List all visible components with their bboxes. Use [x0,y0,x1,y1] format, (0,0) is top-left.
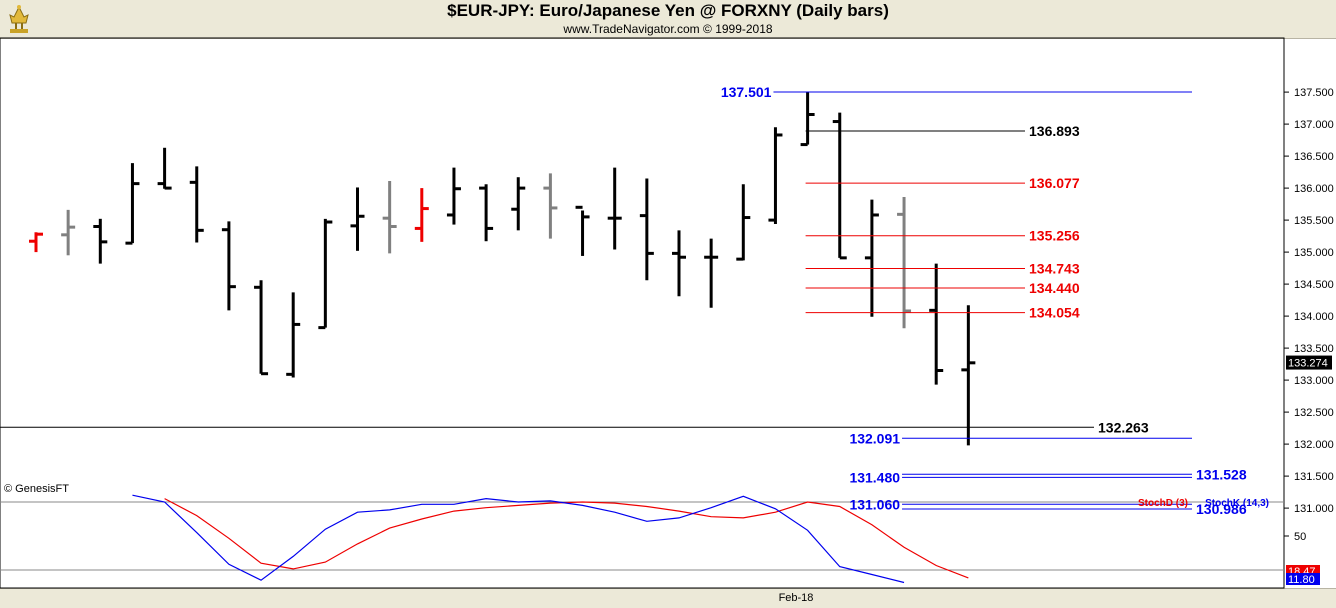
ohlc-bar [768,127,783,224]
last-price-label: 133.274 [1288,358,1328,370]
ohlc-bar [961,305,976,446]
price-level-label: 134.743 [1029,261,1080,277]
footer-date-label: Feb-18 [779,592,814,604]
y-tick-label: 136.500 [1294,151,1334,163]
ohlc-bar [189,166,204,243]
stoch-series-line [164,498,969,579]
ohlc-bar [800,92,815,147]
bull-trophy-icon [9,5,29,33]
price-level-label: 136.077 [1029,175,1080,191]
stoch-series-line [132,494,905,584]
ohlc-bar [125,163,140,245]
price-axis: 137.500 137.000 136.500 136.000 135.500 135.0… [0,37,1334,589]
stoch-legend-d: StochD (3) [1138,498,1188,509]
ohlc-bars [29,92,976,446]
ohlc-bar [543,173,558,239]
chart-subtitle: www.TradeNavigator.com © 1999-2018 [563,22,773,36]
ohlc-bar [929,263,944,385]
y-tick-label: 135.500 [1294,215,1334,227]
ohlc-bar [254,280,269,376]
ohlc-bar [350,187,365,251]
ohlc-bar [511,177,526,231]
stoch-tick-label: 50 [1294,531,1306,543]
y-tick-label: 134.000 [1294,311,1334,323]
price-level-label: 132.263 [1098,419,1149,435]
chart-header: $EUR-JPY: Euro/Japanese Yen @ FORXNY (Da… [0,0,1336,39]
ohlc-bar [382,181,397,254]
ohlc-bar [575,205,590,256]
ohlc-bar [864,199,879,317]
ohlc-bar [93,218,108,264]
y-tick-label: 133.000 [1294,375,1334,387]
stoch-last-tag [1286,573,1320,585]
stoch-last-label: 11.80 [1288,574,1315,586]
y-tick-label: 132.000 [1294,439,1334,451]
price-level-label: 130.986 [1196,501,1247,517]
price-level-label: 131.528 [1196,466,1247,482]
ohlc-bar [414,188,429,242]
ohlc-bar [221,221,236,311]
ohlc-bar [318,218,333,330]
ohlc-bar [672,230,686,297]
price-level-label: 132.091 [849,430,900,446]
ohlc-bar [157,147,172,190]
ohlc-bar [29,232,43,253]
ohlc-bar [704,238,719,308]
ohlc-bar [736,184,751,261]
price-level-label: 135.256 [1029,228,1080,244]
watermark-text: © GenesisFT [4,483,69,495]
y-tick-label: 137.500 [1294,87,1334,99]
y-tick-label: 137.000 [1294,119,1334,131]
y-tick-label: 133.500 [1294,343,1334,355]
ohlc-bar [897,197,912,329]
y-tick-label: 132.500 [1294,407,1334,419]
price-levels: 137.501 136.893 136.077 135.256 134.743 134.4… [0,84,1247,517]
ohlc-bar [446,167,461,225]
price-level-label: 137.501 [721,84,772,100]
stoch-legend-k: StochK (14,3) [1205,498,1269,509]
price-level-label: 134.054 [1029,305,1080,321]
y-tick-label: 135.000 [1294,247,1334,259]
y-tick-label: 131.500 [1294,471,1334,483]
ohlc-bar [639,178,654,281]
last-price-tag [1286,355,1332,370]
y-tick-label: 136.000 [1294,183,1334,195]
y-tick-label: 134.500 [1294,279,1334,291]
ohlc-bar [607,167,622,250]
price-level-label: 131.480 [849,469,900,485]
ohlc-bar [61,209,76,256]
ohlc-bar [832,112,847,260]
chart-title: $EUR-JPY: Euro/Japanese Yen @ FORXNY (Da… [447,1,889,20]
price-level-label: 136.893 [1029,123,1080,139]
price-level-label: 131.060 [849,496,900,512]
ohlc-bar [479,184,494,242]
y-tick-label: 131.000 [1294,503,1334,515]
ohlc-bar [286,292,301,378]
price-level-label: 134.440 [1029,280,1080,296]
